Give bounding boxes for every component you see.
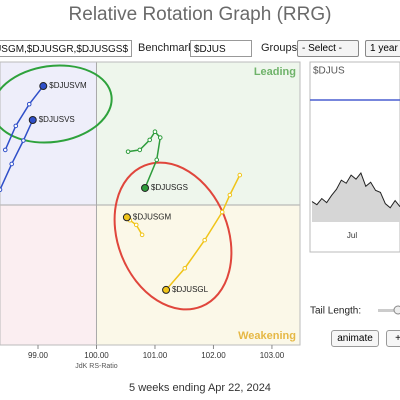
tail-point: [182, 265, 188, 271]
benchmark-x-label: Jul: [347, 231, 357, 240]
plus-button[interactable]: +: [386, 330, 400, 347]
tail-point: [237, 172, 243, 178]
tail-length-label: Tail Length:: [310, 306, 361, 317]
series-label: $DJUSGS: [151, 183, 188, 192]
series-label: $DJUSGL: [172, 285, 209, 294]
head-point: [162, 285, 171, 294]
series-label: $DJUSGM: [133, 212, 172, 221]
groups-select[interactable]: - Select -: [297, 40, 359, 57]
quadrant-lagging: [0, 204, 97, 345]
tail-slider[interactable]: [378, 309, 400, 312]
tail-point: [0, 187, 3, 193]
head-point: [122, 213, 131, 222]
head-point: [28, 116, 37, 125]
tail-point: [13, 123, 19, 129]
head-point: [39, 82, 48, 91]
period-select[interactable]: 1 year: [365, 40, 400, 57]
series-label: $DJUSVS: [39, 115, 75, 124]
x-tick-label: 102.00: [201, 351, 226, 360]
tail-line: [165, 174, 241, 291]
tail-point: [133, 222, 139, 228]
x-tick-label: 103.00: [260, 351, 285, 360]
quadrant-label: Leading: [254, 66, 296, 78]
quadrant-improving: [0, 62, 97, 205]
tail-line: [4, 85, 44, 151]
tail-point: [137, 147, 143, 153]
animate-button[interactable]: animate: [331, 330, 379, 347]
quadrant-label: Weakening: [238, 330, 296, 342]
benchmark-input[interactable]: $DJUS: [190, 40, 252, 57]
groups-label: Groups:: [261, 42, 301, 54]
tail-slider-handle[interactable]: [393, 305, 400, 315]
tail-point: [157, 135, 163, 140]
benchmark-area: [312, 173, 400, 222]
tail-point: [26, 101, 32, 107]
highlight-ellipse: [113, 161, 233, 311]
symbols-input[interactable]: $DJUSGM,$DJUSGR,$DJUSGS: [0, 40, 132, 57]
tail-point: [227, 192, 233, 198]
quadrant-leading: [96, 62, 300, 205]
benchmark-title: $DJUS: [313, 66, 345, 77]
tail-point: [139, 232, 145, 238]
x-axis-label: JdK RS-Ratio: [75, 363, 118, 370]
tail-point: [125, 149, 131, 154]
tail-point: [219, 209, 225, 215]
tail-line: [0, 119, 34, 191]
footer: 5 weeks ending Apr 22, 2024: [129, 382, 271, 394]
tail-point: [152, 129, 158, 135]
tail-point: [154, 157, 160, 163]
highlight-ellipse: [0, 64, 113, 144]
tail-point: [202, 237, 207, 243]
series-label: $DJUSVM: [49, 81, 87, 90]
tail-point: [9, 161, 14, 167]
x-tick-label: 101.00: [143, 351, 168, 360]
tail-point: [21, 138, 26, 143]
x-tick-label: 100.00: [84, 351, 109, 360]
tail-point: [147, 137, 153, 143]
page-title: Relative Rotation Graph (RRG): [68, 4, 332, 25]
head-point: [141, 183, 150, 192]
benchmark-line: [311, 172, 400, 209]
tail-point: [2, 147, 8, 153]
benchmark-label: Benchmark:: [138, 42, 197, 54]
benchmark-panel: [309, 61, 400, 253]
quadrant-weakening: [96, 204, 300, 345]
x-tick-label: 99.00: [28, 351, 49, 360]
plot-frame: [0, 61, 301, 346]
